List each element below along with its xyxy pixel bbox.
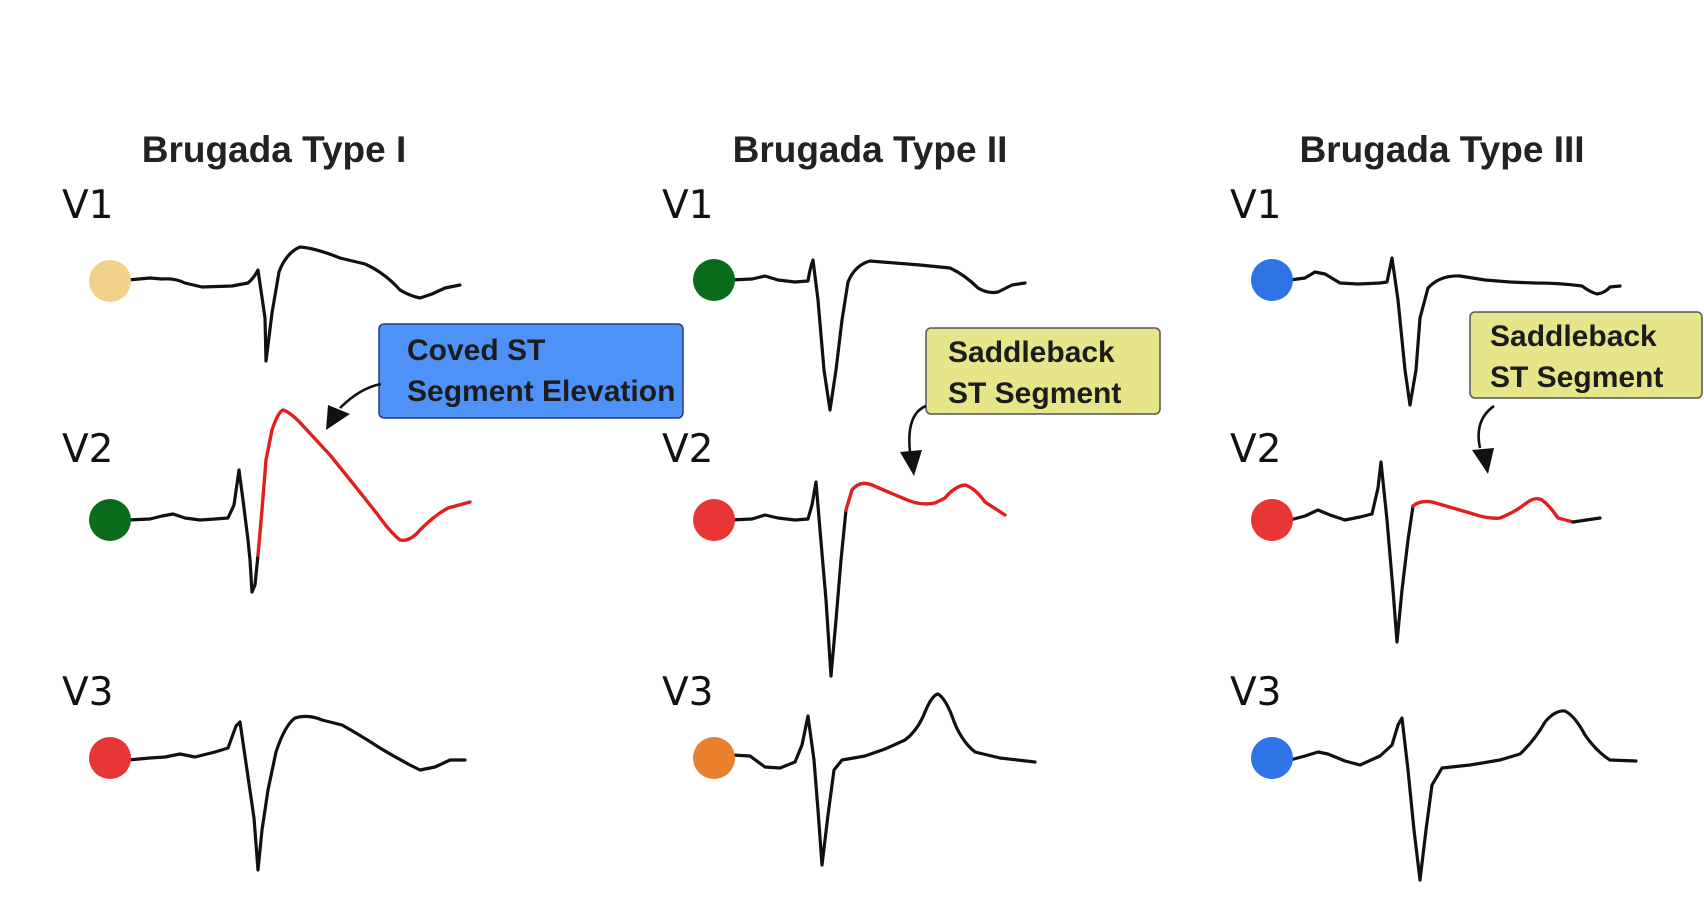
ecg-trace-v2 (728, 480, 848, 678)
panel-type-1: Brugada Type I V1 V2 V3 Coved ST Segment… (62, 129, 684, 872)
panel-type-2: Brugada Type II V1 V2 V3 Saddleback ST S… (662, 129, 1161, 867)
callout-line-2: ST Segment (1490, 361, 1663, 394)
lead-label-v2: V2 (1230, 427, 1282, 472)
lead-dot-v1 (693, 259, 735, 301)
lead-dot-v2 (693, 499, 735, 541)
callout-line-1: Saddleback (948, 336, 1115, 369)
lead-label-v3: V3 (62, 670, 114, 715)
lead-dot-v2 (1251, 499, 1293, 541)
ecg-trace-v1 (1288, 256, 1622, 407)
ecg-trace-v1 (728, 258, 1027, 412)
ecg-trace-v3 (730, 692, 1037, 867)
ecg-trace-v1 (126, 245, 462, 363)
callout-line-1: Coved ST (407, 334, 545, 367)
arrow-head (900, 450, 922, 476)
lead-label-v3: V3 (1230, 670, 1282, 715)
lead-label-v2: V2 (62, 427, 114, 472)
lead-dot-v1 (1251, 259, 1293, 301)
coved-st-segment (256, 408, 472, 557)
lead-label-v1: V1 (62, 183, 114, 228)
callout-box (925, 327, 1161, 415)
ecg-trace-v2 (1288, 460, 1415, 644)
callout-arrow (1477, 404, 1495, 449)
panel-type-3: Brugada Type III V1 V2 V3 Saddleback ST … (1230, 129, 1703, 882)
callout-line-2: Segment Elevation (407, 375, 675, 408)
ecg-trace-v3 (126, 714, 467, 872)
callout-arrow (908, 404, 927, 453)
arrow-head (1472, 448, 1494, 474)
ecg-trace-v2 (126, 468, 260, 594)
panel-title: Brugada Type III (1299, 129, 1584, 170)
saddleback-st-segment (844, 481, 1007, 517)
callout-arrow (339, 382, 382, 409)
lead-dot-v3 (693, 737, 735, 779)
lead-label-v1: V1 (1230, 183, 1282, 228)
lead-dot-v3 (1251, 737, 1293, 779)
lead-label-v1: V1 (662, 183, 714, 228)
lead-label-v3: V3 (662, 670, 714, 715)
arrow-head (326, 405, 350, 430)
panel-title: Brugada Type II (733, 129, 1008, 170)
lead-dot-v1 (89, 260, 131, 302)
lead-label-v2: V2 (662, 427, 714, 472)
ecg-trace-v3 (1288, 709, 1638, 882)
panel-title: Brugada Type I (142, 129, 407, 170)
lead-dot-v3 (89, 737, 131, 779)
saddleback-st-segment (1411, 496, 1575, 524)
callout-line-1: Saddleback (1490, 320, 1657, 353)
callout-box (1469, 311, 1703, 399)
callout-line-2: ST Segment (948, 377, 1121, 410)
callout-box (378, 323, 684, 419)
ecg-trace-v2-tail (1571, 516, 1602, 524)
lead-dot-v2 (89, 499, 131, 541)
